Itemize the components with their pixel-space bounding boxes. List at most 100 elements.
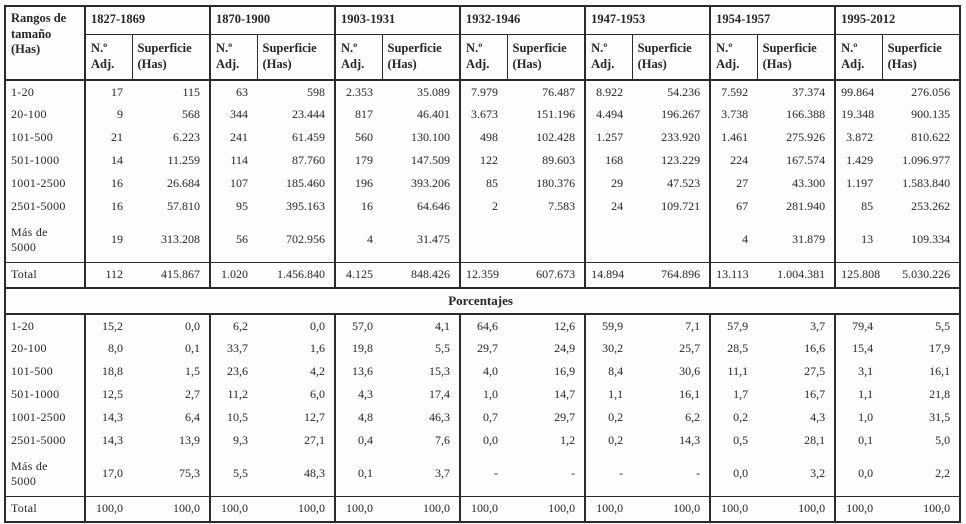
n-adj-cell: 19,8: [334, 337, 383, 360]
superficie-cell: 109.721: [661, 199, 701, 213]
table-row: 501-1000 12,5 2,7 11,2 6,0 4,3 17,4 1,0 14,7 1,1 1…: [5, 383, 960, 406]
period-header: 1827-1869: [83, 6, 211, 35]
superficie-cell: 764.896: [632, 261, 711, 289]
superficie-cell: 115: [182, 84, 201, 99]
n-adj-cell: 100,0: [584, 495, 633, 522]
n-adj-cell: 8,0: [84, 337, 132, 360]
superficie-column-header: Superficie (Has): [881, 34, 961, 81]
superficie-cell: 46,3: [429, 410, 451, 424]
superficie-cell: 14,3: [679, 433, 701, 447]
table-row: 1-20 15,2 0,0 6,2 0,0 57,0 4,1 64,6 12,6 59,9 7,1 5…: [5, 314, 960, 337]
superficie-cell: 31.475: [417, 232, 451, 247]
n-adj-cell: 27: [709, 172, 758, 195]
superficie-cell: 21,8: [929, 387, 951, 401]
superficie-column-header: Superficie (Has): [256, 34, 336, 81]
row-label: 501-1000: [11, 153, 60, 167]
row-label: 1-20: [11, 318, 35, 333]
n-adj-cell: 817: [334, 103, 383, 126]
row-label: Total: [5, 261, 85, 289]
n-adj-cell: 0,2: [709, 406, 758, 429]
n-adj-cell: 13: [834, 218, 883, 262]
superficie-cell: 31.879: [792, 232, 826, 247]
n-adj-cell: 11,1: [709, 360, 758, 383]
n-adj-cell: 6,2: [209, 314, 258, 337]
n-adj-cell: 498: [459, 126, 508, 149]
superficie-cell: 102.428: [536, 130, 576, 144]
superficie-cell: [507, 218, 585, 262]
n-adj-cell: 8,4: [584, 360, 633, 383]
n-adj-cell: 8.922: [584, 80, 633, 103]
n-adj-cell: 33,7: [209, 337, 258, 360]
n-adj-cell: 107: [209, 172, 258, 195]
superficie-cell: 16,6: [804, 341, 826, 355]
row-label: 1001-2500: [11, 176, 66, 190]
n-adj-cell: 5,5: [209, 452, 258, 496]
total-row: Total 100,0 100,0 100,0 100,0 100,0 100,0 100,0…: [5, 495, 961, 522]
row-label: 101-500: [11, 130, 54, 144]
n-adj-cell: 21: [84, 126, 132, 149]
period-header-row: Rangos de tamaño (Has) 1827-1869 1870-1900…: [5, 6, 961, 81]
n-adj-cell: 100,0: [334, 495, 383, 522]
row-label: 20-100: [11, 107, 47, 121]
superficie-cell: 395.163: [286, 199, 326, 213]
n-adj-cell: 2.353: [334, 80, 383, 103]
superficie-cell: 6,4: [185, 410, 201, 424]
row-label: Total: [5, 495, 85, 522]
n-adj-cell: 79,4: [834, 314, 883, 337]
period-header: 1903-1931: [334, 6, 461, 35]
n-adj-cell: 344: [209, 103, 258, 126]
period-header: 1947-1953: [584, 6, 711, 35]
superficie-cell: 7,6: [435, 433, 451, 447]
n-adj-cell: 3.872: [834, 126, 883, 149]
superficie-cell: 166.388: [786, 107, 826, 121]
n-adj-cell: 95: [209, 195, 258, 218]
superficie-cell: 13,9: [179, 433, 201, 447]
row-label: 1-20: [11, 84, 35, 99]
superficie-cell: 27,1: [304, 433, 326, 447]
superficie-cell: 607.673: [507, 261, 586, 289]
n-adj-cell: 29,7: [459, 337, 508, 360]
row-label: 101-500: [11, 364, 54, 378]
n-adj-cell: 100,0: [84, 495, 132, 522]
n-adj-cell: 0,1: [834, 429, 883, 452]
n-adj-cell: 4,0: [459, 360, 508, 383]
n-adj-cell: -: [584, 452, 633, 496]
superficie-cell: 27,5: [804, 364, 826, 378]
superficie-cell: 848.426: [382, 261, 461, 289]
superficie-cell: 16,7: [804, 387, 826, 401]
n-adj-cell: [584, 218, 633, 262]
table-row: 101-500 18,8 1,5 23,6 4,2 13,6 15,3 4,0 16,9 8,4 3…: [5, 360, 960, 383]
superficie-cell: 2,7: [185, 387, 201, 401]
n-adj-cell: 57,0: [334, 314, 383, 337]
superficie-cell: 1,2: [560, 433, 576, 447]
superficie-cell: 5,5: [935, 318, 951, 333]
n-adj-cell: 99.864: [834, 80, 883, 103]
n-adj-cell: 1.429: [834, 149, 883, 172]
n-adj-cell: 1,1: [834, 383, 883, 406]
superficie-cell: 17,4: [429, 387, 451, 401]
superficie-cell: 100,0: [882, 495, 961, 522]
n-adj-cell: 16: [334, 195, 383, 218]
superficie-cell: 12,7: [304, 410, 326, 424]
superficie-cell: 14,7: [554, 387, 576, 401]
superficie-cell: 415.867: [132, 261, 211, 289]
n-adj-cell: 100,0: [459, 495, 508, 522]
superficie-cell: 233.920: [661, 130, 701, 144]
n-adj-cell: 13.113: [709, 261, 758, 289]
superficie-cell: 17,9: [929, 341, 951, 355]
n-adj-cell: 56: [209, 218, 258, 262]
superficie-cell: 100,0: [507, 495, 586, 522]
n-adj-cell: 18,8: [84, 360, 132, 383]
n-adj-cell: 28,5: [709, 337, 758, 360]
superficie-cell: 43.300: [792, 176, 826, 190]
n-adj-cell: 4,8: [334, 406, 383, 429]
n-adj-cell: 168: [584, 149, 633, 172]
n-adj-cell: 100,0: [834, 495, 883, 522]
percent-section-title: Porcentajes: [5, 288, 961, 315]
superficie-cell: 7.583: [548, 199, 576, 213]
superficie-cell: 47.523: [667, 176, 701, 190]
n-adj-cell: 19: [84, 218, 132, 262]
superficie-cell: 130.100: [411, 130, 451, 144]
period-header: 1932-1946: [459, 6, 586, 35]
